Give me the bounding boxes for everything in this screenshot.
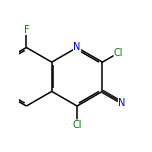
Text: F: F [24,25,29,35]
Text: Cl: Cl [72,119,82,130]
Text: Cl: Cl [114,48,123,58]
Text: N: N [73,43,81,52]
Text: N: N [118,98,125,108]
